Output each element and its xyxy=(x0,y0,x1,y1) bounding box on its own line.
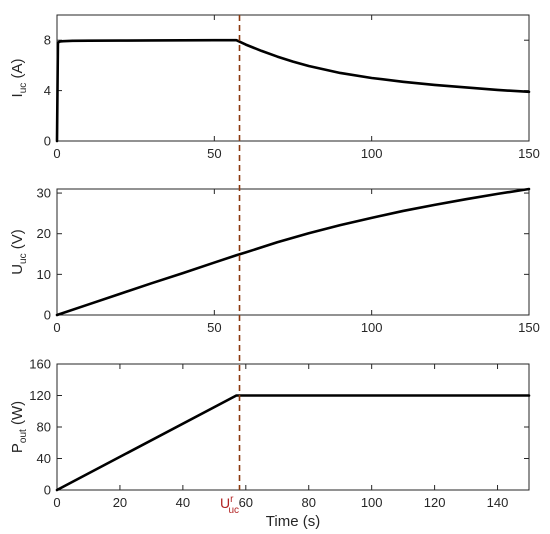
x-tick-label-voltage: 50 xyxy=(207,320,221,335)
series-line-voltage xyxy=(55,187,531,317)
y-tick-label-current: 4 xyxy=(44,83,51,98)
series-line-power xyxy=(55,394,531,492)
plot-frame-current xyxy=(56,14,530,142)
x-tick-label-current: 150 xyxy=(518,146,540,161)
x-tick-label-current: 50 xyxy=(207,146,221,161)
y-tick-label-voltage: 20 xyxy=(37,226,51,241)
panel-current: 0 50 100 150 0 4 8 Iuc (A) xyxy=(9,14,540,161)
x-tick-label-power: 20 xyxy=(113,495,127,510)
y-tick-label-current: 0 xyxy=(44,134,51,149)
x-tick-label-power: 0 xyxy=(53,495,60,510)
x-tick-label-power: 100 xyxy=(361,495,383,510)
y-tick-label-power: 80 xyxy=(37,420,51,435)
y-tick-label-voltage: 30 xyxy=(37,186,51,201)
x-tick-label-power: 60 xyxy=(239,495,253,510)
series-line-current xyxy=(55,38,531,143)
x-tick-label-power: 140 xyxy=(487,495,509,510)
y-tick-label-power: 0 xyxy=(44,483,51,498)
y-tick-label-power: 160 xyxy=(29,357,51,372)
y-axis-title-current: Iuc (A) xyxy=(9,59,29,98)
x-tick-label-voltage: 0 xyxy=(53,320,60,335)
plot-frame-power xyxy=(56,363,530,491)
x-tick-label-current: 100 xyxy=(361,146,383,161)
x-tick-label-voltage: 150 xyxy=(518,320,540,335)
y-tick-label-power: 40 xyxy=(37,451,51,466)
panel-voltage: 0 50 100 150 0 10 20 30 Uuc (V) xyxy=(9,186,540,335)
y-tick-label-power: 120 xyxy=(29,388,51,403)
y-tick-label-current: 8 xyxy=(44,33,51,48)
marker-label: Ur uc xyxy=(220,494,239,516)
x-tick-label-voltage: 100 xyxy=(361,320,383,335)
x-axis-title: Time (s) xyxy=(266,513,320,530)
y-tick-label-voltage: 10 xyxy=(37,267,51,282)
panel-power: 0 20 40 60 80 100 120 140 0 40 80 120 160 Pout (W) xyxy=(9,357,531,510)
x-tick-label-power: 40 xyxy=(176,495,190,510)
plot-frame-voltage xyxy=(56,188,530,316)
x-tick-label-current: 0 xyxy=(53,146,60,161)
x-tick-label-power: 120 xyxy=(424,495,446,510)
y-axis-title-voltage: Uuc (V) xyxy=(9,229,29,275)
y-tick-label-voltage: 0 xyxy=(44,308,51,323)
y-axis-title-power: Pout (W) xyxy=(9,401,29,453)
x-tick-label-power: 80 xyxy=(301,495,315,510)
